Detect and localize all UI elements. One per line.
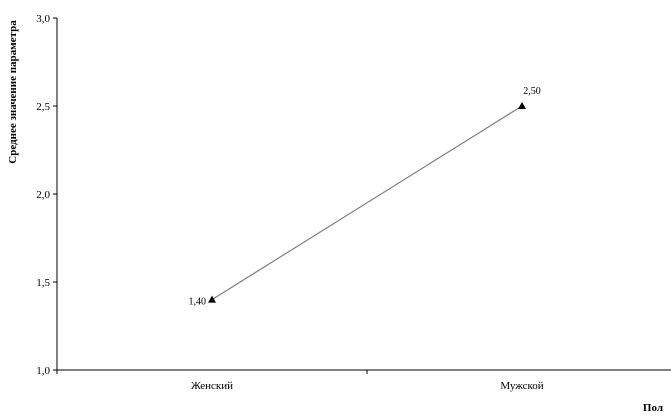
y-ticks: 1,0 1,5 2,0 2,5 3,0 [36, 13, 57, 377]
y-tick-label: 2,0 [36, 189, 50, 201]
axes [56, 18, 671, 371]
y-tick-label: 3,0 [36, 13, 50, 25]
x-axis-title: Пол [643, 402, 663, 414]
x-category-label: Мужской [500, 380, 543, 392]
y-axis-title: Среднее значение параметра [7, 20, 19, 164]
data-point-marker [208, 295, 216, 303]
data-label: 1,40 [189, 297, 207, 308]
series-line [211, 105, 523, 301]
x-category-label: Женский [191, 380, 233, 392]
x-ticks: Женский Мужской [56, 370, 544, 392]
y-tick-label: 2,5 [36, 101, 50, 113]
data-label: 2,50 [523, 86, 541, 97]
y-tick-label: 1,5 [36, 277, 50, 289]
series-layer: 1,40 2,50 [189, 86, 541, 308]
data-point-marker [518, 102, 526, 109]
y-tick-label: 1,0 [36, 365, 50, 377]
